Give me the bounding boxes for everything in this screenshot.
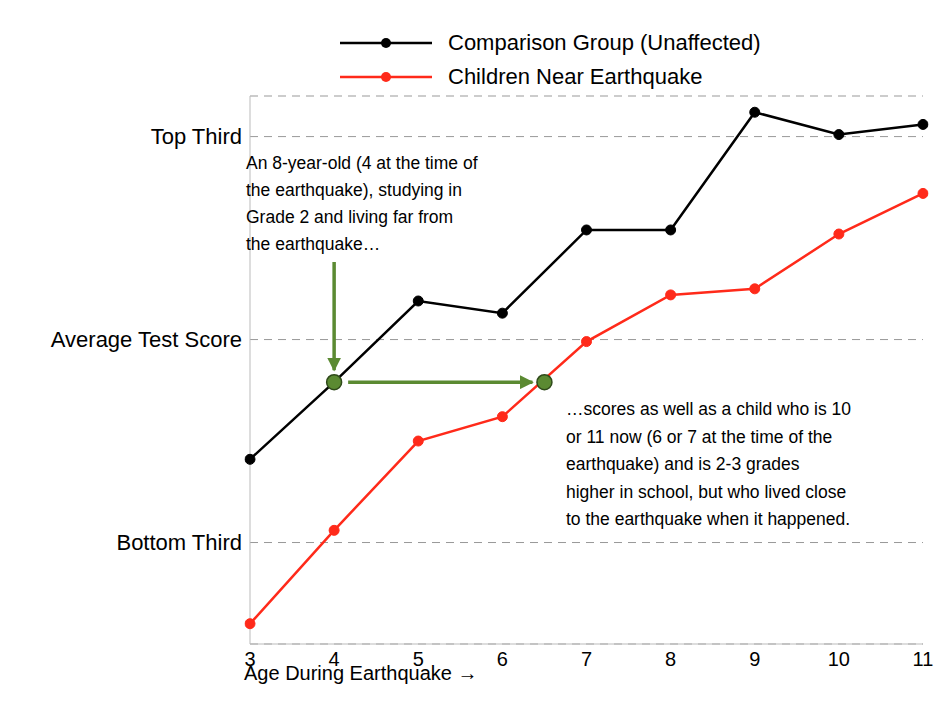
svg-text:8: 8 [665,648,676,670]
svg-text:Average Test Score: Average Test Score [51,327,242,352]
svg-text:10: 10 [828,648,850,670]
svg-text:9: 9 [749,648,760,670]
svg-text:Top Third: Top Third [151,124,242,149]
svg-text:11: 11 [913,648,934,670]
svg-text:7: 7 [581,648,592,670]
svg-text:6: 6 [497,648,508,670]
svg-text:Bottom Third: Bottom Third [116,530,242,555]
